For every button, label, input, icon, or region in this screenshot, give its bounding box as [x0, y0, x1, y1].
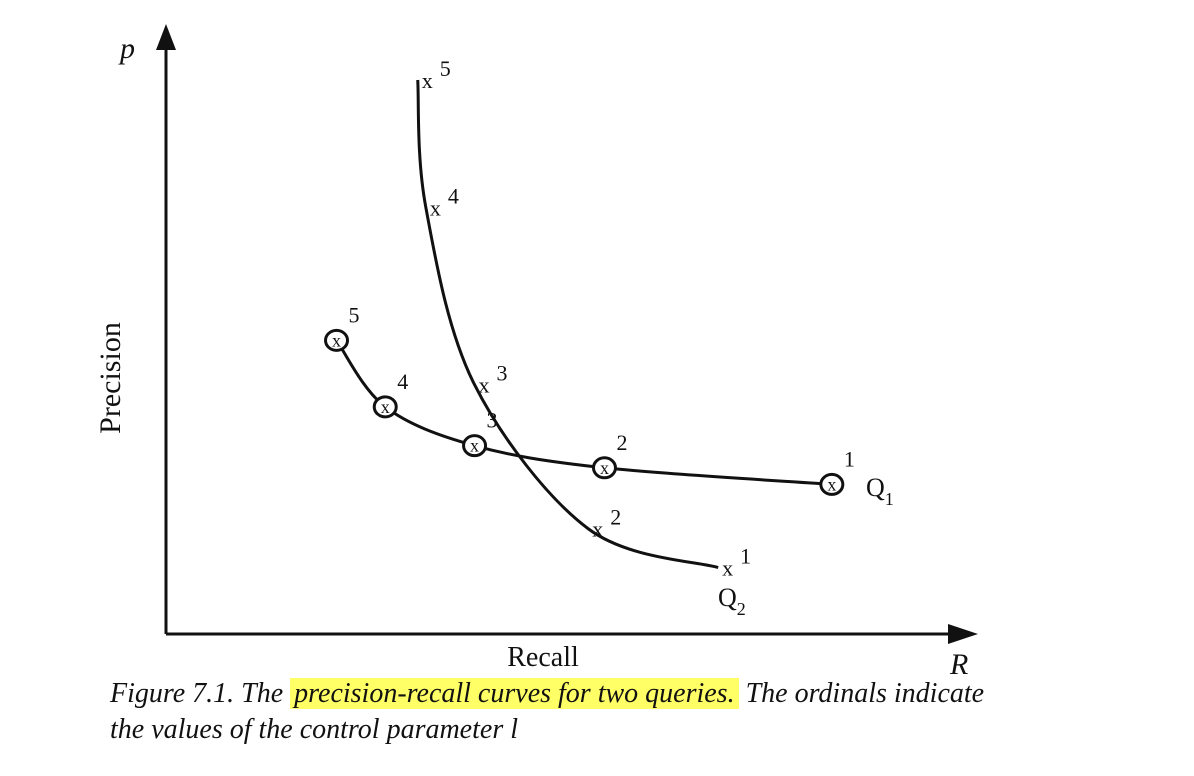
- figure-caption: Figure 7.1. The precision-recall curves …: [110, 676, 1170, 748]
- series-2-point-2-x-mark: x: [592, 517, 603, 542]
- series-1-point-5-x-mark: x: [332, 330, 341, 350]
- series-2-point-5-x-mark: x: [422, 68, 433, 93]
- series-1-point-1-circle: [819, 472, 845, 496]
- caption-rest: The ordinals indicate: [738, 678, 985, 709]
- caption-line-2: the values of the control parameter l: [110, 714, 518, 745]
- x-axis-label: Recall: [507, 642, 579, 673]
- series-2-point-3-x-mark: x: [479, 373, 490, 398]
- series-1-point-3-label: 3: [487, 408, 498, 433]
- series-1-point-4-x-mark: x: [381, 397, 390, 417]
- series-2-point-3-label: 3: [497, 361, 508, 386]
- series-1-point-3-x-mark: x: [470, 436, 479, 456]
- caption-highlight: precision-recall curves for two queries.: [290, 678, 739, 709]
- series-1-point-2-label: 2: [616, 430, 627, 455]
- series-2-point-1-x-mark: x: [722, 556, 733, 581]
- series-1-point-5-circle: [324, 328, 350, 352]
- y-axis-symbol: p: [118, 32, 135, 65]
- series-q1-curve: [335, 339, 832, 486]
- series-1-point-2-x-mark: x: [600, 458, 609, 478]
- y-axis-label: Precision: [94, 322, 127, 434]
- x-axis-symbol: R: [949, 648, 968, 676]
- series-q1-name: Q1: [866, 473, 894, 509]
- series-2-point-4-x-mark: x: [430, 195, 441, 220]
- series-2-point-1-label: 1: [740, 544, 751, 569]
- caption-lead: Figure 7.1. The: [110, 678, 291, 709]
- series-q2-name: Q2: [718, 583, 746, 619]
- series-1-point-2-circle: [591, 456, 617, 480]
- series-1-point-4-circle: [372, 395, 398, 419]
- series-2-point-2-label: 2: [610, 505, 621, 530]
- series-1-point-4-label: 4: [397, 369, 408, 394]
- series-q2-curve: [416, 79, 719, 569]
- series-1-point-1-label: 1: [844, 446, 855, 471]
- series-2-point-5-label: 5: [440, 56, 451, 81]
- x-axis-arrow-icon: [948, 624, 978, 644]
- series-1-point-5-label: 5: [349, 302, 360, 327]
- series-1-point-3-circle: [462, 434, 488, 458]
- series-2-point-4-label: 4: [448, 183, 459, 208]
- caption-line-1: Figure 7.1. The precision-recall curves …: [110, 676, 1170, 712]
- y-axis-arrow-icon: [156, 24, 176, 50]
- series-1-point-1-x-mark: x: [827, 474, 836, 494]
